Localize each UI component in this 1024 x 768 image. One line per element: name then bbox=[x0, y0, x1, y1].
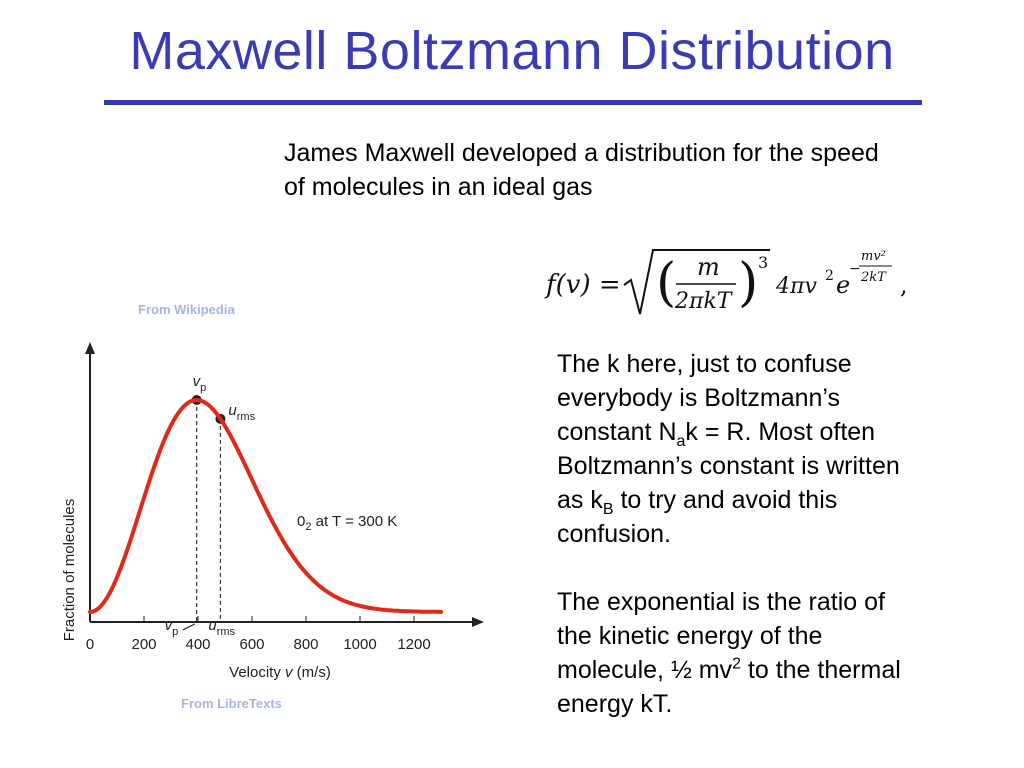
x-tick-label-6: 1200 bbox=[397, 636, 430, 653]
libretexts-source-link[interactable]: From LibreTexts bbox=[181, 696, 282, 711]
title-underline bbox=[104, 100, 922, 105]
vp-top-label: vp bbox=[193, 373, 207, 394]
exp-line-2: the kinetic energy of the bbox=[557, 622, 823, 650]
formula-exp-sign: − bbox=[849, 261, 861, 277]
formula-lhs: f(v) = bbox=[544, 270, 621, 300]
urms-top-label: urms bbox=[228, 402, 255, 423]
formula-paren-right: ) bbox=[738, 253, 758, 313]
speed-distribution-chart: Fraction of molecules Velocity v (m/s) 0… bbox=[61, 342, 484, 681]
formula-paren-left: ( bbox=[656, 253, 676, 313]
formula-numerator: m bbox=[697, 253, 720, 281]
maxwell-boltzmann-formula: f(v) = ( m 2πkT ) 3 4πv 2 e − mv² 2kT , bbox=[544, 249, 908, 315]
x-tick-layer: 0 200 400 600 800 1000 1200 bbox=[86, 616, 431, 653]
formula-v-power: 2 bbox=[825, 268, 834, 284]
urms-axis-label: urms bbox=[208, 617, 235, 638]
formula-trailing-comma: , bbox=[900, 271, 908, 299]
exp-line-4: energy kT. bbox=[557, 690, 673, 718]
paragraph-gap bbox=[557, 551, 997, 585]
x-axis-label: Velocity v (m/s) bbox=[229, 664, 331, 681]
note-line-2: everybody is Boltzmann’s bbox=[557, 384, 841, 412]
boltzmann-note: The k here, just to confuse everybody is… bbox=[557, 347, 997, 721]
intro-line-2: of molecules in an ideal gas bbox=[284, 173, 593, 201]
x-tick-label-3: 600 bbox=[239, 636, 264, 653]
formula-exp-num: mv² bbox=[861, 249, 886, 264]
distribution-curve bbox=[88, 398, 443, 614]
formula-exp-base: e bbox=[836, 271, 850, 299]
x-tick-label-4: 800 bbox=[293, 636, 318, 653]
x-axis-arrow bbox=[472, 617, 484, 627]
note-line-1: The k here, just to confuse bbox=[557, 350, 852, 378]
exp-line-1: The exponential is the ratio of bbox=[557, 588, 885, 616]
formula-radical bbox=[623, 249, 770, 315]
note-line-3: constant Nak = R. Most often bbox=[557, 418, 876, 450]
y-axis-arrow bbox=[85, 342, 95, 354]
curve-label: 02 at T = 300 K bbox=[297, 513, 397, 533]
x-tick-label-1: 200 bbox=[131, 636, 156, 653]
intro-line-1: James Maxwell developed a distribution f… bbox=[284, 139, 879, 167]
intro-text: James Maxwell developed a distribution f… bbox=[284, 136, 984, 204]
y-axis-label: Fraction of molecules bbox=[61, 499, 78, 642]
note-line-6: confusion. bbox=[557, 520, 671, 548]
formula-factor: 4πv bbox=[775, 274, 817, 299]
note-line-4: Boltzmann’s constant is written bbox=[557, 452, 900, 480]
vp-axis-label: vp bbox=[165, 617, 179, 638]
x-tick-label-2: 400 bbox=[185, 636, 210, 653]
note-line-5: as kB to try and avoid this bbox=[557, 486, 838, 518]
x-tick-label-0: 0 bbox=[86, 636, 94, 653]
x-tick-label-5: 1000 bbox=[343, 636, 376, 653]
exp-line-3: molecule, ½ mv2 to the thermal bbox=[557, 655, 901, 684]
formula-exp-den: 2kT bbox=[860, 270, 887, 285]
wikipedia-source-link[interactable]: From Wikipedia bbox=[138, 302, 235, 317]
formula-denominator: 2πkT bbox=[674, 289, 734, 314]
vp-pointer bbox=[182, 623, 195, 631]
slide-title: Maxwell Boltzmann Distribution bbox=[129, 21, 895, 81]
formula-cube: 3 bbox=[758, 253, 768, 272]
